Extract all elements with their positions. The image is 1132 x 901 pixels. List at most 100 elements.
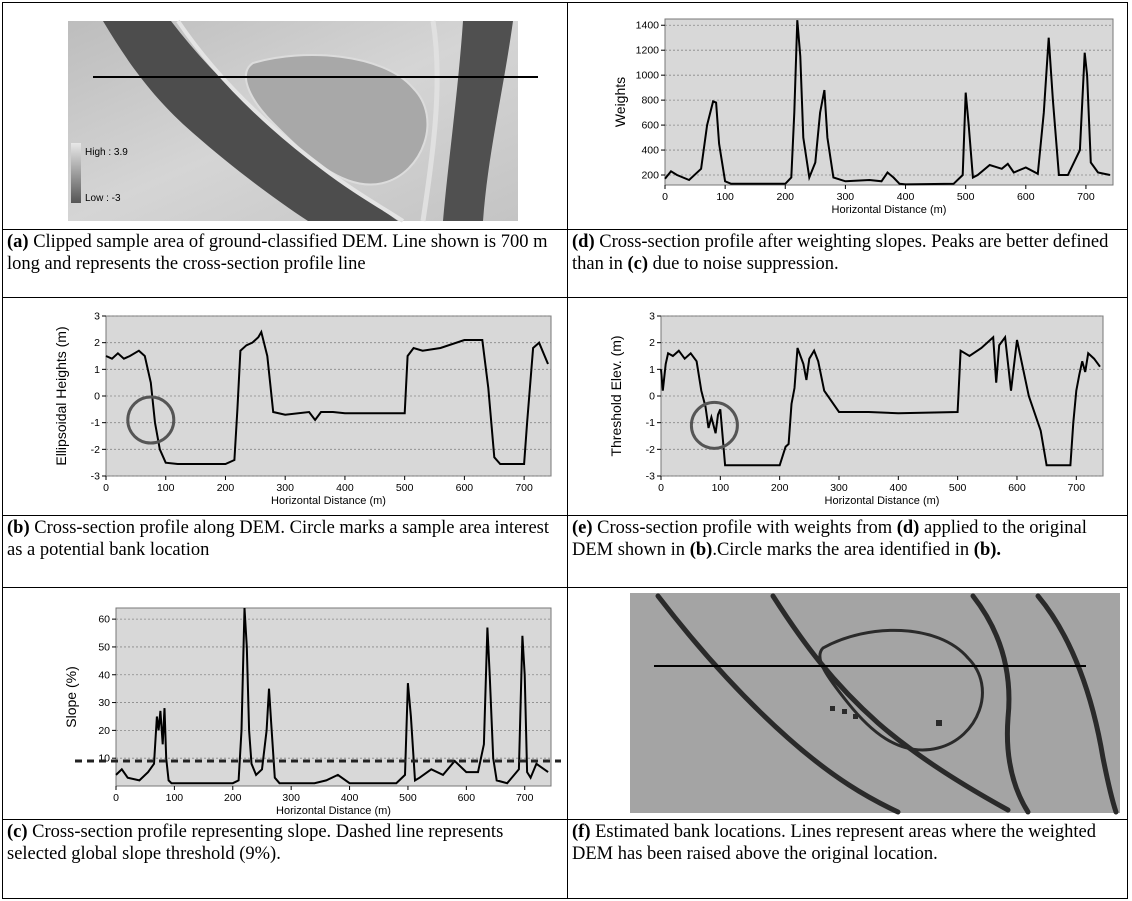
y-tick-label: 200 (641, 170, 659, 182)
y-tick-label: 1 (94, 364, 100, 376)
y-tick-label: 400 (641, 145, 659, 157)
y-tick-label: 600 (641, 120, 659, 132)
y-tick-label: -2 (646, 444, 655, 456)
x-tick-label: 300 (837, 191, 855, 203)
caption-a-text: Clipped sample area of ground-classified… (7, 232, 548, 274)
threshold-chart: -3 -2 -1 0 1 2 3 0 100 200 300 400 500 600 700 Horizont… (608, 311, 1104, 507)
x-tick-label: 200 (771, 482, 789, 494)
x-tick-label: 600 (1008, 482, 1026, 494)
y-tick-label: 50 (98, 641, 110, 653)
x-tick-label: 400 (341, 792, 359, 804)
x-tick-label: 500 (949, 482, 967, 494)
y-tick-label: 40 (98, 669, 110, 681)
x-tick-label: 500 (957, 191, 975, 203)
caption-a-tag: (a) (7, 232, 29, 252)
y-tick-label: -1 (646, 417, 655, 429)
y-tick-label: -2 (91, 444, 100, 456)
legend-low-label: Low : -3 (85, 193, 121, 204)
x-axis-label: Horizontal Distance (m) (276, 805, 391, 817)
x-tick-label: 200 (224, 792, 242, 804)
x-tick-label: 100 (716, 191, 734, 203)
y-tick-label: 10 (98, 753, 110, 765)
y-tick-label: -1 (91, 417, 100, 429)
y-tick-label: 1000 (636, 70, 660, 82)
y-axis-label: Threshold Elev. (m) (608, 335, 624, 456)
y-tick-label: 1 (649, 364, 655, 376)
x-tick-label: 700 (515, 482, 533, 494)
x-tick-label: 500 (399, 792, 417, 804)
caption-e-ref-1: (d) (896, 518, 920, 538)
x-axis-label: Horizontal Distance (m) (832, 204, 947, 216)
caption-f: (f) Estimated bank locations. Lines repr… (568, 820, 1127, 900)
row-divider (3, 819, 1127, 820)
row-divider (3, 587, 1127, 588)
bank-circle-marker (689, 400, 739, 450)
caption-c-text: Cross-section profile representing slope… (7, 822, 504, 864)
x-tick-label: 700 (516, 792, 534, 804)
y-axis-label: Slope (%) (63, 666, 79, 727)
panel-a-image: High : 3.9 Low : -3 (3, 3, 567, 229)
x-tick-label: 100 (166, 792, 184, 804)
y-tick-label: 2 (94, 337, 100, 349)
x-tick-label: 100 (712, 482, 730, 494)
x-tick-label: 400 (336, 482, 354, 494)
series-line (664, 20, 1111, 186)
caption-b-text: Cross-section profile along DEM. Circle … (7, 518, 550, 560)
y-tick-label: 20 (98, 725, 110, 737)
caption-c-tag: (c) (7, 822, 28, 842)
x-tick-label: 0 (662, 191, 668, 203)
row-divider (3, 515, 1127, 516)
x-tick-label: 200 (217, 482, 235, 494)
x-axis-label: Horizontal Distance (m) (825, 495, 940, 507)
y-tick-label: 800 (641, 95, 659, 107)
caption-f-text: Estimated bank locations. Lines represen… (572, 822, 1096, 864)
bank-locations-image (630, 593, 1120, 815)
panel-f-image (568, 588, 1127, 819)
legend-high-label: High : 3.9 (85, 147, 128, 158)
plot-area (664, 18, 1114, 186)
y-tick-label: 1400 (636, 20, 660, 32)
x-tick-label: 0 (658, 482, 664, 494)
x-tick-label: 700 (1068, 482, 1086, 494)
plot-area (115, 607, 552, 787)
x-tick-label: 0 (103, 482, 109, 494)
x-tick-label: 200 (777, 191, 795, 203)
x-tick-label: 700 (1077, 191, 1095, 203)
row-divider (3, 229, 1127, 230)
y-tick-label: 2 (649, 337, 655, 349)
series-line (105, 329, 549, 465)
caption-e-ref-3: (b). (973, 540, 1002, 560)
x-tick-label: 500 (396, 482, 414, 494)
caption-b: (b) Cross-section profile along DEM. Cir… (3, 516, 567, 588)
caption-d-tag: (d) (572, 232, 595, 252)
x-tick-label: 400 (890, 482, 908, 494)
x-tick-label: 600 (456, 482, 474, 494)
weights-chart: 200 400 600 800 1000 1200 1400 0 100 200 300 400 500… (612, 18, 1114, 216)
panel-c-chart: 10 20 30 40 50 60 0 100 200 300 400 500 600 700 Horizo… (3, 588, 567, 819)
panel-e-chart: -3 -2 -1 0 1 2 3 0 100 200 300 400 500 600 700 Horizont… (568, 298, 1127, 515)
x-tick-label: 300 (830, 482, 848, 494)
x-tick-label: 0 (113, 792, 119, 804)
series-line (660, 334, 1101, 467)
x-tick-label: 400 (897, 191, 915, 203)
y-tick-label: 60 (98, 614, 110, 626)
column-divider (567, 3, 568, 898)
y-tick-label: -3 (91, 471, 100, 483)
dem-image: High : 3.9 Low : -3 (68, 19, 538, 223)
legend-colorbar (71, 143, 81, 203)
caption-e-text-3: .Circle marks the area identified in (712, 540, 974, 560)
row-divider (3, 297, 1127, 298)
caption-f-tag: (f) (572, 822, 591, 842)
y-axis-label: Ellipsoidal Heights (m) (53, 326, 69, 465)
caption-a: (a) Clipped sample area of ground-classi… (3, 230, 567, 298)
y-tick-label: -3 (646, 471, 655, 483)
caption-e-ref-2: (b) (689, 540, 713, 560)
caption-b-tag: (b) (7, 518, 30, 538)
caption-e-tag: (e) (572, 518, 593, 538)
y-tick-label: 30 (98, 697, 110, 709)
x-tick-label: 300 (276, 482, 294, 494)
heights-chart: -3 -2 -1 0 1 2 3 0 100 200 300 400 500 600 700 Horizont… (53, 311, 552, 507)
caption-e-text-1: Cross-section profile with weights from (592, 518, 897, 538)
